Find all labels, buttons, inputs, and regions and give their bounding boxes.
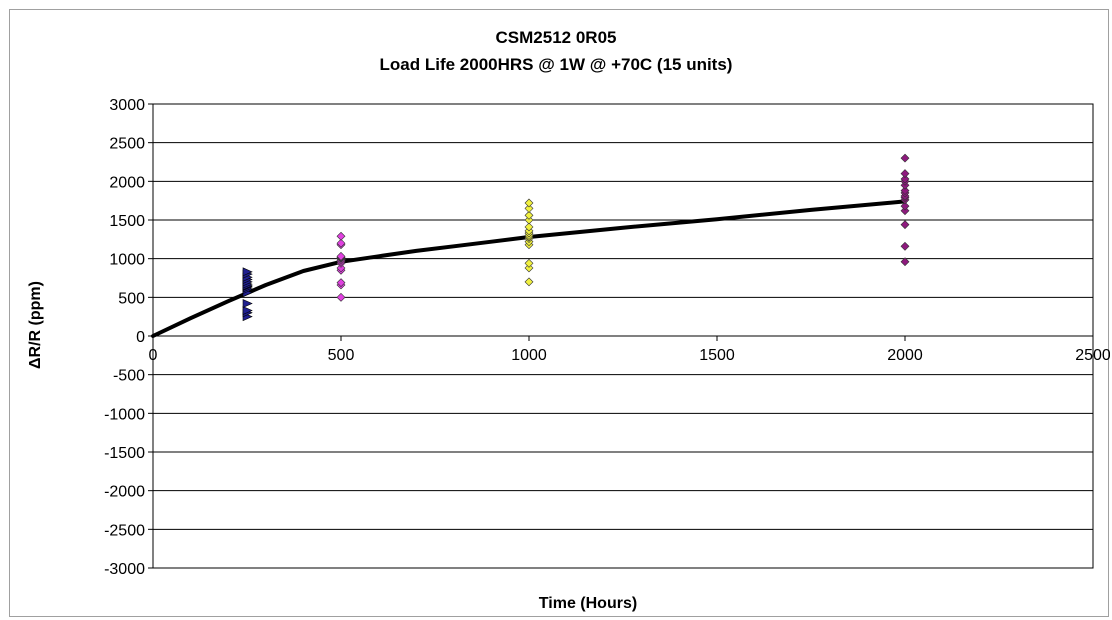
data-point [336, 231, 346, 241]
data-point [900, 174, 910, 184]
y-tick-label: 1500 [109, 213, 145, 230]
data-point [524, 203, 534, 213]
chart-svg: CSM2512 0R05 Load Life 2000HRS @ 1W @ +7… [27, 28, 1110, 612]
y-axis-title: ΔR/R (ppm) [27, 281, 44, 369]
data-point [524, 258, 534, 268]
data-point [242, 306, 253, 315]
x-axis-title: Time (Hours) [539, 595, 637, 612]
chart-title: CSM2512 0R05 [496, 28, 617, 47]
y-tick-label: 1000 [109, 252, 145, 269]
y-tick-labels: 3000 2500 2000 1500 1000 500 0 -500 -1000 -1500 -2… [104, 97, 145, 578]
data-point [242, 267, 253, 277]
y-tick-label: -3000 [104, 561, 145, 578]
data-point [524, 263, 534, 273]
y-tick-label: 2500 [109, 136, 145, 153]
data-point [900, 201, 910, 211]
data-point [900, 169, 910, 179]
data-point [900, 206, 910, 216]
chart-frame: CSM2512 0R05 Load Life 2000HRS @ 1W @ +7… [9, 9, 1110, 617]
chart-subtitle: Load Life 2000HRS @ 1W @ +70C (15 units) [380, 55, 733, 74]
data-point [900, 153, 910, 163]
trend-line [151, 199, 907, 338]
y-tick-label: -1000 [104, 406, 145, 423]
data-point [336, 278, 346, 288]
y-tick-label: 2000 [109, 174, 145, 191]
x-tick-label: 1000 [511, 347, 547, 364]
y-tick-label: -2500 [104, 522, 145, 539]
data-point [900, 257, 910, 267]
data-point [524, 210, 534, 220]
data-point [242, 299, 253, 308]
x-tick-label: 2000 [887, 347, 923, 364]
data-point [524, 215, 534, 225]
y-tick-label: 500 [118, 290, 145, 307]
data-point [524, 222, 534, 232]
y-tick-label: -2000 [104, 484, 145, 501]
data-point [336, 238, 346, 248]
data-point [336, 263, 346, 273]
x-tick-label: 500 [328, 347, 355, 364]
y-tick-label: 0 [136, 329, 145, 346]
data-point [900, 241, 910, 251]
data-point [524, 198, 534, 208]
y-tick-label: 3000 [109, 97, 145, 114]
y-tick-label: -1500 [104, 445, 145, 462]
data-point [336, 251, 346, 261]
data-point [524, 277, 534, 287]
data-point [900, 186, 910, 196]
data-point [900, 220, 910, 230]
x-tick-label: 1500 [699, 347, 735, 364]
y-tick-label: -500 [113, 368, 145, 385]
trend-layer [151, 199, 907, 338]
x-tick-labels: 0 500 1000 1500 2000 2500 [149, 336, 1110, 364]
points-layer [242, 153, 910, 322]
data-point [336, 292, 346, 302]
